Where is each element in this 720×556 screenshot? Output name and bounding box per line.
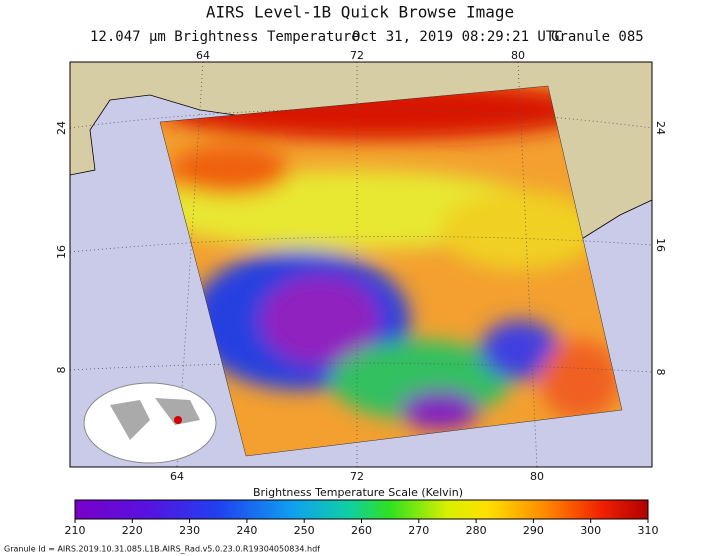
colorbar-tick-label: 210 xyxy=(65,524,86,537)
granule-id: Granule Id = AIRS.2019.10.31.085.L1B.AIR… xyxy=(4,545,320,554)
colorbar-tick-label: 290 xyxy=(523,524,544,537)
colorbar-tick-label: 250 xyxy=(294,524,315,537)
lon-label: 72 xyxy=(350,470,364,483)
colorbar xyxy=(74,499,649,520)
lat-label: 16 xyxy=(654,238,667,252)
lat-label: 24 xyxy=(55,121,68,135)
inset-globe xyxy=(83,382,217,464)
colorbar-tick-label: 220 xyxy=(122,524,143,537)
colorbar-tick-label: 240 xyxy=(236,524,257,537)
lon-label: 72 xyxy=(350,49,364,62)
map-frame xyxy=(69,61,653,468)
lat-label: 8 xyxy=(55,367,68,374)
title: AIRS Level-1B Quick Browse Image xyxy=(206,3,514,22)
colorbar-tick-label: 300 xyxy=(580,524,601,537)
lon-label: 80 xyxy=(511,49,525,62)
colorbar-tick-label: 270 xyxy=(408,524,429,537)
lat-label: 16 xyxy=(55,245,68,259)
colorbar-label: Brightness Temperature Scale (Kelvin) xyxy=(253,486,463,499)
lon-label: 64 xyxy=(170,470,184,483)
lat-label: 8 xyxy=(654,369,667,376)
granule: Granule 085 xyxy=(551,29,644,45)
colorbar-tick-label: 230 xyxy=(179,524,200,537)
colorbar-tick-label: 280 xyxy=(466,524,487,537)
lon-label: 80 xyxy=(530,470,544,483)
lon-label: 64 xyxy=(196,49,210,62)
map xyxy=(70,62,652,467)
product: 12.047 μm Brightness Temperature xyxy=(90,29,360,45)
time: Oct 31, 2019 08:29:21 UTC xyxy=(352,29,563,45)
lat-label: 24 xyxy=(654,121,667,135)
colorbar-tick-label: 310 xyxy=(638,524,659,537)
colorbar-tick-label: 260 xyxy=(351,524,372,537)
